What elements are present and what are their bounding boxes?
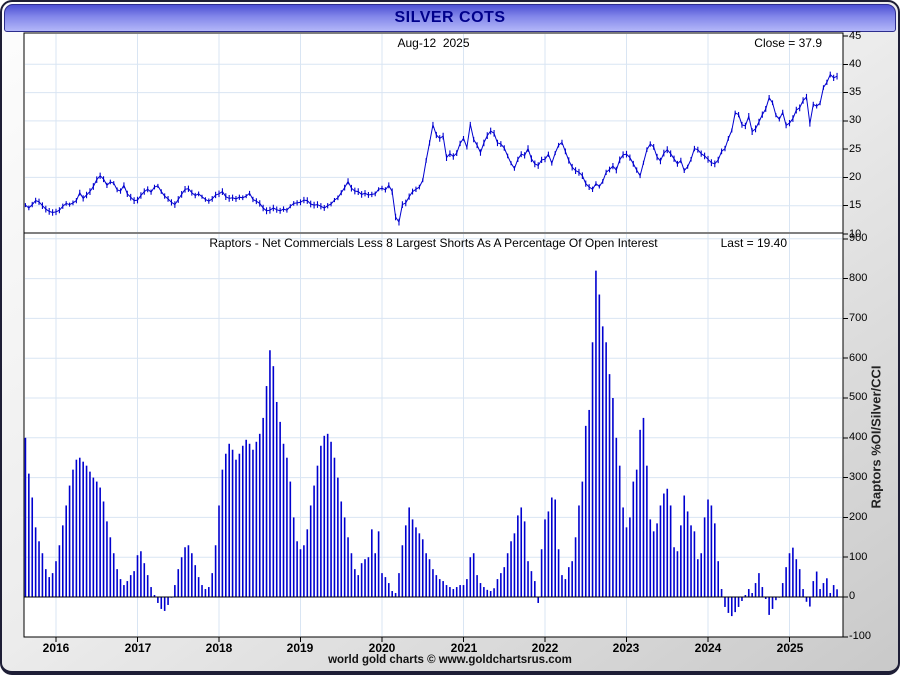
top-panel-date-label: Aug-12 2025 xyxy=(397,36,470,50)
raptors-axis-tick: 100 xyxy=(849,551,868,563)
price-axis-tick: 35 xyxy=(849,86,862,98)
window-title: SILVER COTS xyxy=(394,9,506,26)
price-axis-tick: 15 xyxy=(849,199,862,211)
top-panel-close-label: Close = 37.9 xyxy=(754,36,822,50)
raptors-axis-tick: 0 xyxy=(849,590,856,602)
raptors-axis-tick: 200 xyxy=(849,511,868,523)
bottom-panel-last-label: Last = 19.40 xyxy=(720,236,787,250)
raptors-axis-tick: 900 xyxy=(849,232,868,244)
raptors-axis-tick: 800 xyxy=(849,272,868,284)
year-label: 2019 xyxy=(286,641,314,655)
year-label: 2017 xyxy=(124,641,152,655)
year-label: 2018 xyxy=(205,641,233,655)
bottom-panel-title: Raptors - Net Commercials Less 8 Largest… xyxy=(209,236,658,250)
year-label: 2024 xyxy=(694,641,722,655)
raptors-axis-tick: 600 xyxy=(849,352,868,364)
year-label: 2020 xyxy=(368,641,396,655)
year-label: 2025 xyxy=(776,641,804,655)
year-label: 2023 xyxy=(612,641,640,655)
raptors-axis-tick: 500 xyxy=(849,391,868,403)
footer-credit: world gold charts © www.goldchartsrus.co… xyxy=(328,654,572,666)
year-label: 2021 xyxy=(450,641,478,655)
raptors-axis-tick: 300 xyxy=(849,471,868,483)
raptors-axis-tick: 400 xyxy=(849,431,868,443)
price-axis-tick: 10 xyxy=(849,228,862,240)
right-axis-title: Raptors %OI/Silver/CCI xyxy=(868,365,884,509)
raptors-axis-tick: -100 xyxy=(849,630,872,642)
year-label: 2016 xyxy=(42,641,70,655)
year-label: 2022 xyxy=(531,641,559,655)
price-axis-tick: 30 xyxy=(849,114,862,126)
window-titlebar: SILVER COTS xyxy=(4,4,896,32)
price-axis-tick: 40 xyxy=(849,58,862,70)
price-axis-tick: 20 xyxy=(849,171,862,183)
raptors-axis-tick: 700 xyxy=(849,312,868,324)
price-axis-tick: 45 xyxy=(849,30,862,42)
price-axis-tick: 25 xyxy=(849,143,862,155)
